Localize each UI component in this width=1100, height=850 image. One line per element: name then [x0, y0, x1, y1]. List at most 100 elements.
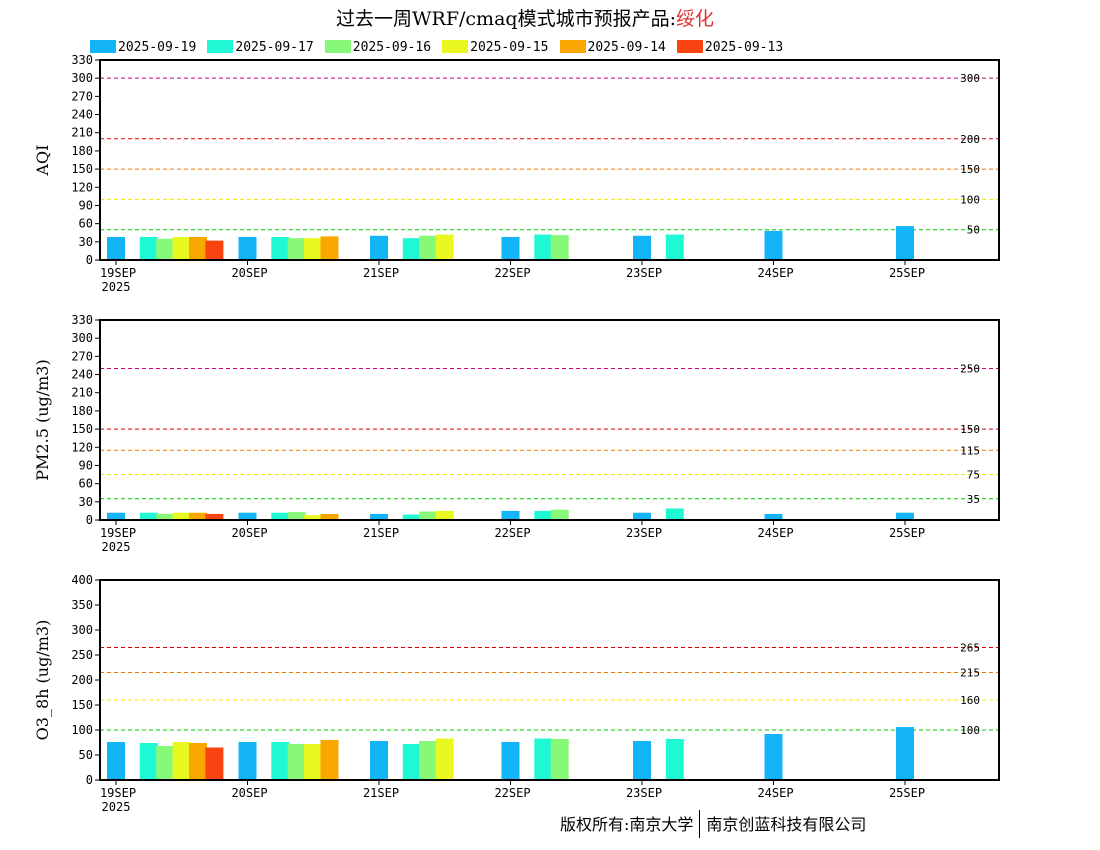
bar [764, 230, 783, 260]
bar [501, 510, 520, 520]
bar [238, 512, 257, 520]
x-year-label: 2025 [102, 540, 131, 554]
y-tick-label: 250 [71, 648, 93, 662]
y-tick-label: 50 [79, 748, 93, 762]
y-tick-label: 180 [71, 404, 93, 418]
y-tick-label: 150 [71, 422, 93, 436]
y-tick-label: 150 [71, 162, 93, 176]
y-tick-label: 270 [71, 89, 93, 103]
x-year-label: 2025 [102, 280, 131, 294]
bar [189, 236, 207, 260]
y-tick-label: 30 [79, 235, 93, 249]
threshold-label: 215 [960, 667, 980, 680]
bar [419, 741, 438, 780]
bar [370, 741, 388, 780]
threshold-label: 265 [960, 642, 980, 655]
legend-label: 2025-09-17 [235, 40, 314, 55]
bar [764, 513, 783, 520]
threshold-label: 300 [960, 72, 980, 85]
legend-swatch [90, 40, 116, 53]
legend-item: 2025-09-14 [559, 40, 666, 55]
bar [189, 512, 207, 520]
y-tick-label: 270 [71, 349, 93, 363]
x-year-label: 2025 [102, 800, 131, 814]
threshold-label: 150 [960, 163, 980, 176]
y-axis-label: O3_8h (ug/m3) [33, 620, 52, 741]
bar [287, 744, 306, 780]
legend-swatch [207, 40, 234, 53]
bar [534, 234, 553, 260]
legend-item: 2025-09-13 [676, 40, 783, 55]
x-tick-label: 25SEP [889, 526, 925, 540]
legend-label: 2025-09-15 [470, 40, 549, 55]
threshold-label: 75 [967, 469, 980, 482]
x-tick-label: 20SEP [231, 266, 267, 280]
city-name: 绥化 [675, 8, 714, 30]
y-tick-label: 120 [71, 180, 93, 194]
bar [172, 742, 191, 780]
bar [550, 235, 569, 260]
threshold-label: 160 [960, 694, 980, 707]
legend-item: 2025-09-19 [90, 40, 196, 55]
y-tick-label: 0 [86, 253, 93, 267]
x-tick-label: 24SEP [757, 526, 793, 540]
bar [764, 734, 783, 780]
bar [172, 512, 191, 520]
y-tick-label: 300 [71, 623, 93, 637]
chart-title: 过去一周WRF/cmaq模式城市预报产品:绥化 [0, 4, 1050, 31]
threshold-label: 115 [960, 444, 980, 457]
bar [238, 742, 257, 780]
bar [320, 513, 339, 520]
threshold-label: 100 [960, 724, 980, 737]
y-tick-label: 400 [71, 573, 93, 587]
bar [205, 747, 224, 780]
y-tick-label: 0 [86, 773, 93, 787]
threshold-label: 250 [960, 362, 980, 375]
y-tick-label: 300 [71, 71, 93, 85]
x-tick-label: 19SEP [100, 786, 136, 800]
chart-title-text: 过去一周WRF/cmaq模式城市预报产品: [336, 8, 676, 30]
bar [435, 738, 454, 780]
copyright-separator [699, 810, 701, 838]
x-tick-label: 24SEP [757, 786, 793, 800]
bar [402, 238, 421, 260]
bar [896, 512, 914, 520]
y-tick-label: 240 [71, 108, 93, 122]
bar [271, 236, 290, 260]
bar [107, 742, 125, 780]
copyright-company: 南京创蓝科技有限公司 [706, 815, 867, 834]
bar [896, 727, 914, 780]
plot-frame [99, 319, 1000, 521]
legend-item: 2025-09-15 [442, 40, 548, 55]
x-tick-label: 25SEP [889, 786, 925, 800]
bar [205, 240, 224, 260]
x-tick-label: 22SEP [494, 786, 530, 800]
y-tick-label: 300 [71, 331, 93, 345]
x-tick-label: 25SEP [889, 266, 925, 280]
bar [107, 236, 125, 260]
y-axis-label: PM2.5 (ug/m3) [33, 359, 52, 480]
legend-swatch [442, 40, 469, 53]
bar [156, 238, 175, 260]
bar [665, 234, 684, 260]
y-tick-label: 180 [71, 144, 93, 158]
y-tick-label: 90 [79, 458, 93, 472]
y-tick-label: 0 [86, 513, 93, 527]
x-tick-label: 23SEP [626, 266, 662, 280]
threshold-label: 50 [967, 224, 980, 237]
copyright: 版权所有:南京大学 南京创蓝科技有限公司 [560, 810, 866, 838]
bar [435, 234, 454, 260]
y-axis-label: AQI [33, 145, 52, 177]
bar [205, 513, 224, 520]
x-tick-label: 22SEP [494, 266, 530, 280]
bar [271, 742, 290, 780]
bar [172, 236, 191, 260]
x-tick-label: 20SEP [231, 526, 267, 540]
legend-label: 2025-09-19 [118, 40, 197, 55]
x-tick-label: 23SEP [626, 526, 662, 540]
bar [550, 739, 569, 780]
copyright-owner: 版权所有:南京大学 [560, 815, 694, 834]
y-tick-label: 90 [79, 198, 93, 212]
bar [156, 746, 175, 780]
